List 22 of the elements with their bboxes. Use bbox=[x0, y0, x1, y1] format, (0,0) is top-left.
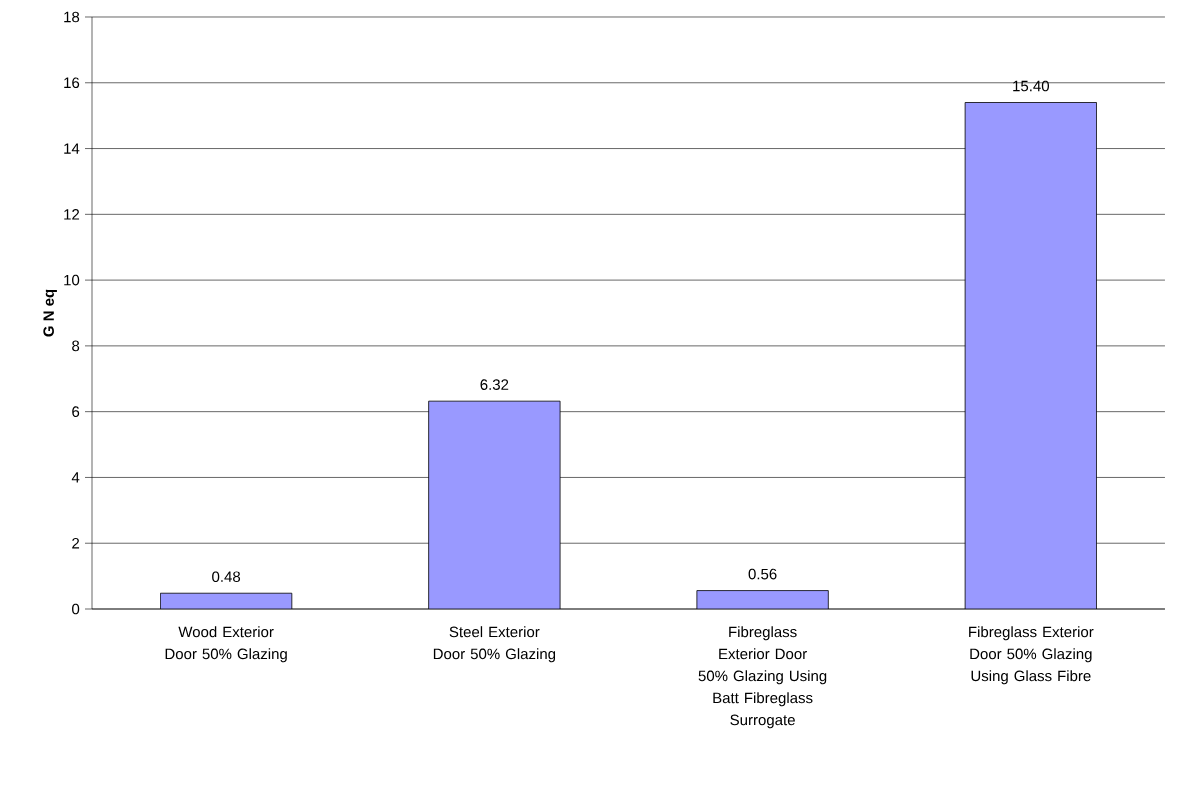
y-tick-label: 10 bbox=[64, 274, 80, 286]
y-axis-title: G N eq bbox=[43, 289, 57, 337]
y-tick-label: 0 bbox=[72, 603, 80, 615]
y-tick-label: 18 bbox=[64, 11, 80, 23]
y-tick-label: 12 bbox=[64, 209, 80, 220]
x-tick-label: Fibreglass Exterior Door 50% Glazing Using Batt Fibreglass Surrogate bbox=[698, 626, 827, 729]
y-tick-label: 8 bbox=[72, 340, 80, 352]
bar bbox=[696, 590, 829, 609]
x-tick-label: Steel Exterior Door 50% Glazing bbox=[433, 626, 556, 663]
data-label: 15.40 bbox=[1013, 80, 1050, 92]
bar bbox=[428, 400, 561, 609]
y-tick-label: 2 bbox=[72, 537, 80, 549]
x-tick-label: Fibreglass Exterior Door 50% Glazing Using Glass Fibre bbox=[969, 626, 1094, 685]
y-tick-label: 16 bbox=[64, 77, 80, 89]
data-label: 0.48 bbox=[212, 571, 241, 583]
data-label: 6.32 bbox=[480, 379, 509, 390]
data-label: 0.56 bbox=[748, 568, 777, 580]
y-tick-label: 14 bbox=[64, 143, 80, 154]
x-tick-label: Wood Exterior Door 50% Glazing bbox=[165, 626, 287, 663]
y-tick-label: 6 bbox=[72, 406, 80, 417]
bar bbox=[964, 102, 1097, 609]
y-tick-label: 4 bbox=[71, 472, 80, 483]
